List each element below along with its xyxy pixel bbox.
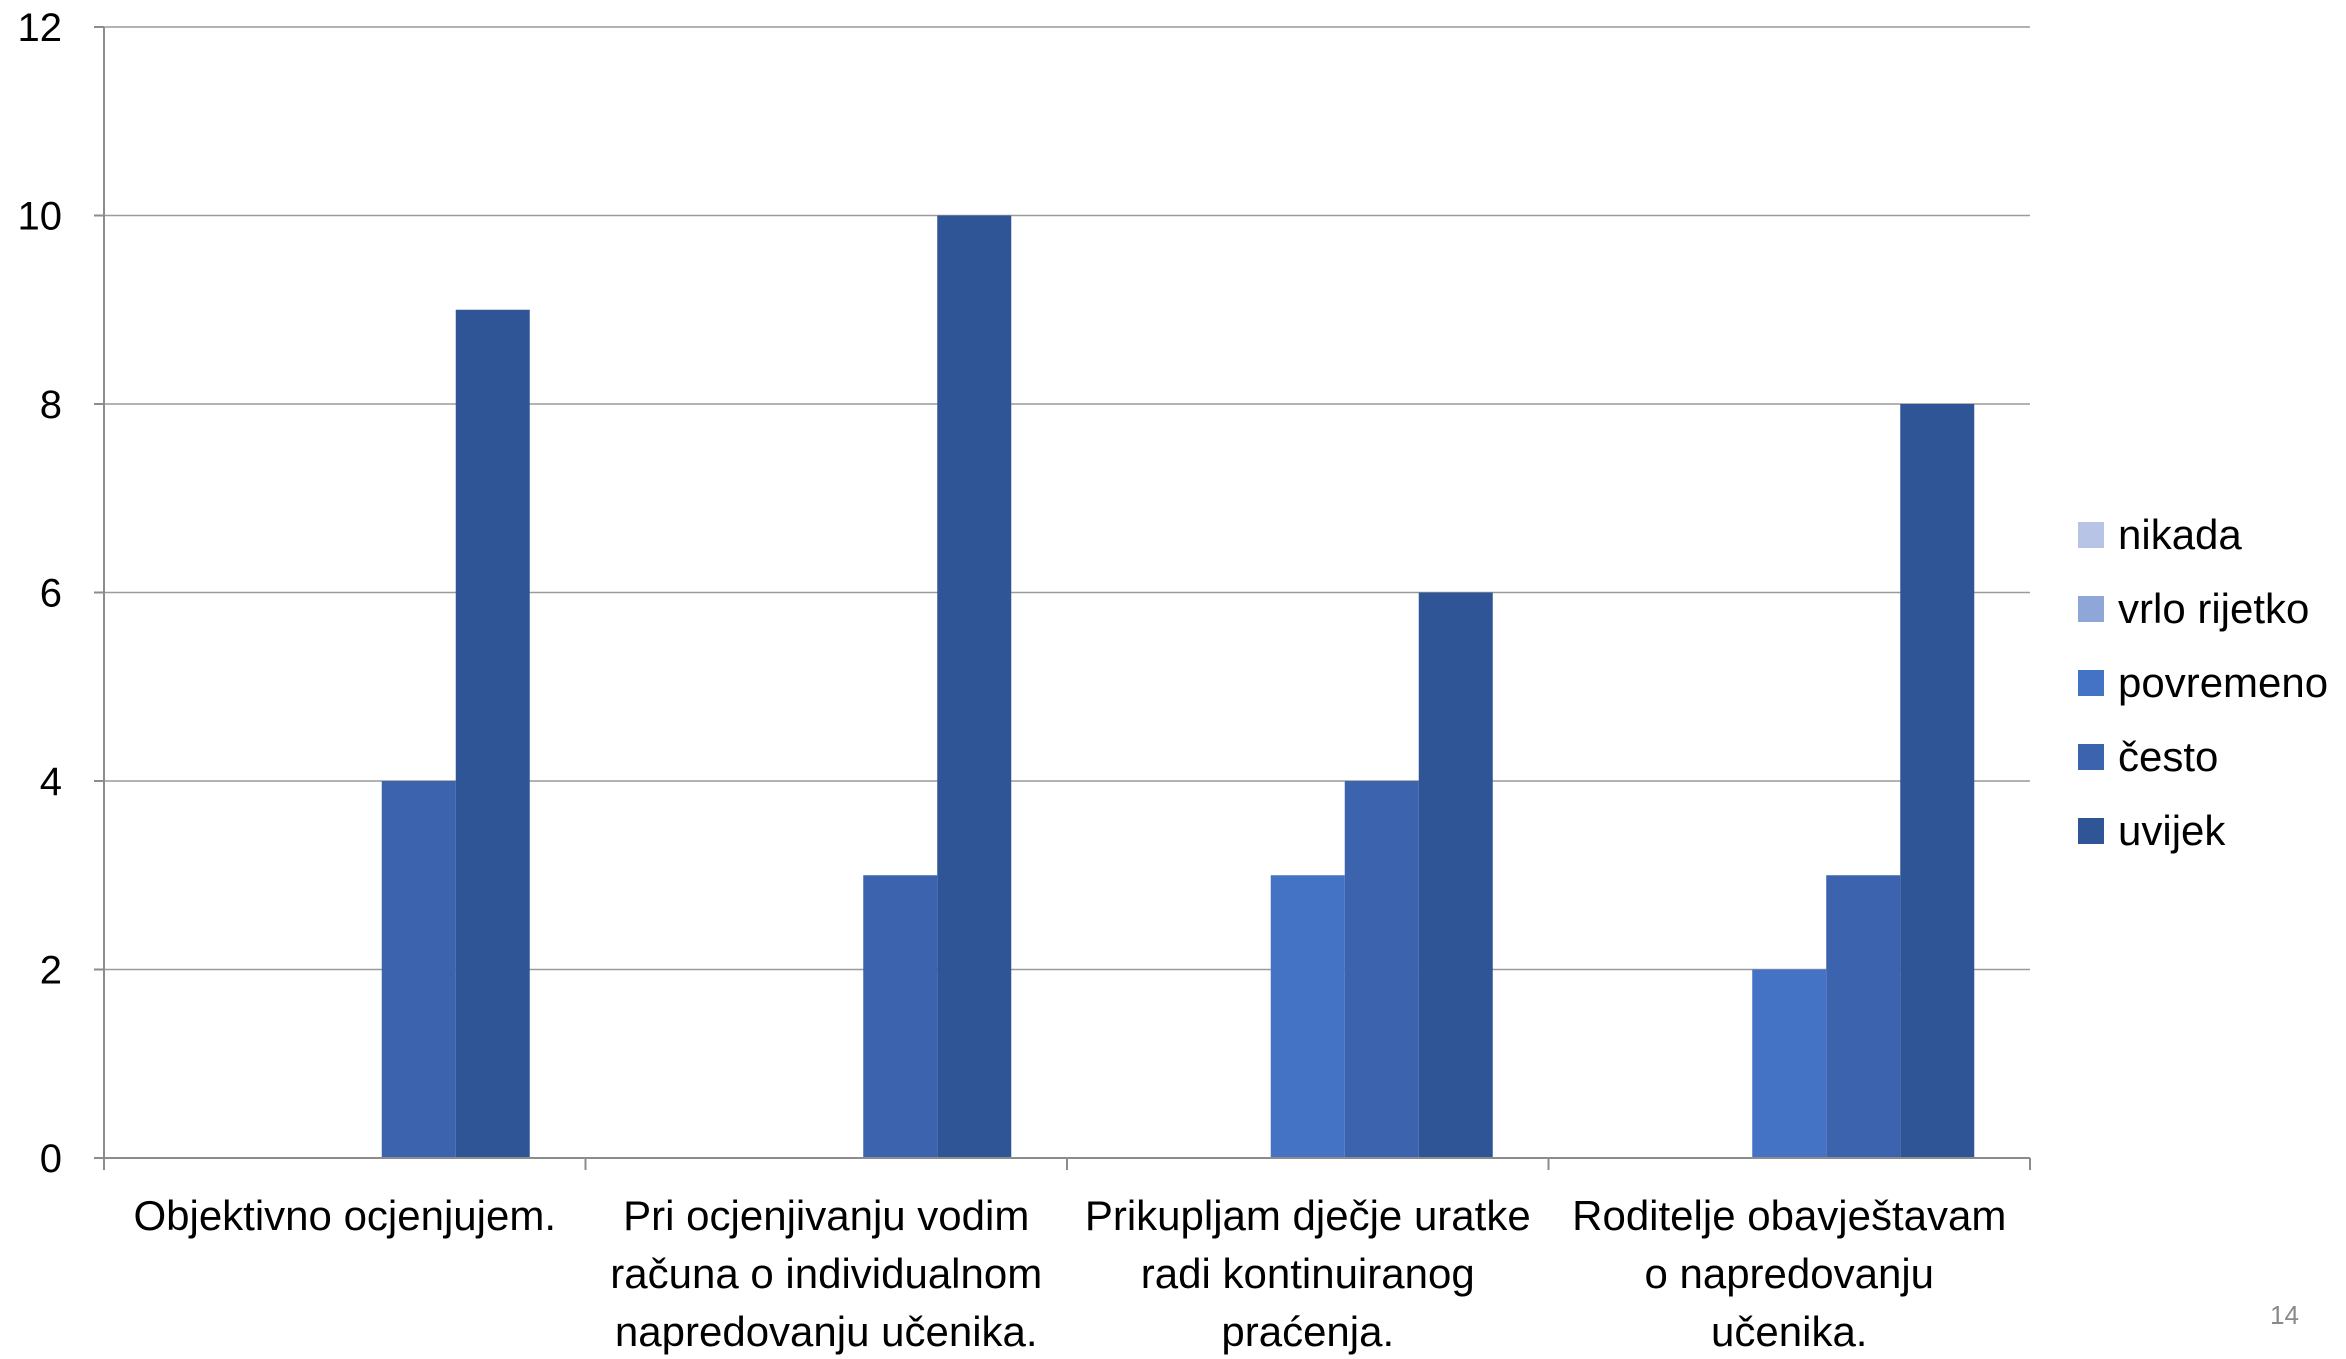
bar (863, 875, 938, 1158)
x-axis-category-labels: Objektivno ocjenjujem. Pri ocjenjivanju v… (133, 1192, 2006, 1355)
y-tick-label: 8 (40, 383, 62, 427)
y-tick-label: 0 (40, 1137, 62, 1181)
x-category-label: Prikupljam dječje uratke radi kontinuiran… (1085, 1192, 1531, 1355)
legend-swatch (2078, 596, 2104, 622)
y-tick-label: 4 (40, 760, 62, 804)
legend-label: nikada (2118, 511, 2242, 558)
x-category-label: Pri ocjenjivanju vodim računa o individua… (610, 1192, 1042, 1355)
bar (1900, 404, 1975, 1158)
x-category-label: Objektivno ocjenjujem. (133, 1192, 556, 1239)
legend-swatch (2078, 522, 2104, 548)
legend-item: nikada (2078, 511, 2242, 558)
axes (94, 26, 2031, 1170)
y-tick-label: 2 (40, 949, 62, 993)
bar (937, 215, 1012, 1158)
bar (381, 781, 456, 1158)
y-tick-label: 12 (18, 6, 63, 50)
legend: nikada vrlo rijetko povremeno često uvijek (2078, 511, 2328, 854)
legend-swatch (2078, 670, 2104, 696)
legend-label: povremeno (2118, 659, 2328, 706)
legend-label: vrlo rijetko (2118, 585, 2309, 632)
legend-item: vrlo rijetko (2078, 585, 2309, 632)
bar (1270, 875, 1345, 1158)
legend-swatch (2078, 818, 2104, 844)
y-axis-tick-labels: 0 2 4 6 8 10 12 (18, 6, 63, 1181)
legend-item: uvijek (2078, 807, 2226, 854)
bar (1826, 875, 1901, 1158)
y-tick-label: 10 (18, 195, 63, 239)
legend-label: često (2118, 733, 2218, 780)
bar (1752, 969, 1827, 1158)
legend-item: često (2078, 733, 2218, 780)
legend-label: uvijek (2118, 807, 2226, 854)
bar (1344, 781, 1419, 1158)
x-category-label: Roditelje obavještavam o napredovanju učen… (1572, 1192, 2006, 1355)
page-number: 14 (2270, 1300, 2299, 1330)
legend-item: povremeno (2078, 659, 2328, 706)
bar (1418, 592, 1493, 1158)
bar (455, 309, 530, 1158)
legend-swatch (2078, 744, 2104, 770)
bars (381, 215, 1975, 1158)
y-tick-label: 6 (40, 572, 62, 616)
